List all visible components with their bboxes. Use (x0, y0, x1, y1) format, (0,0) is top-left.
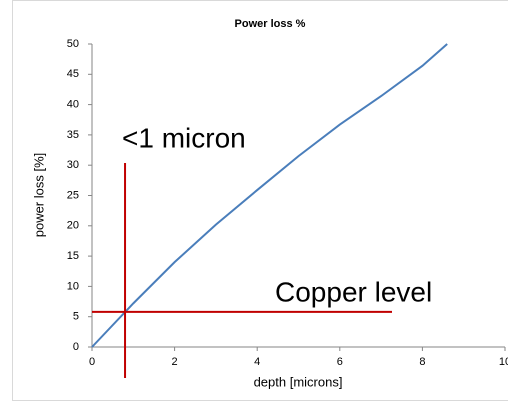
y-tick-label: 5 (73, 311, 79, 323)
chart-border (12, 0, 508, 401)
x-axis-label: depth [microns] (254, 374, 343, 389)
y-tick-label: 15 (67, 250, 79, 262)
y-tick-label: 0 (73, 341, 79, 353)
data-line (91, 43, 448, 348)
y-tick-label: 40 (67, 99, 79, 111)
x-tick-label: 2 (172, 356, 178, 368)
x-tick-label: 4 (254, 356, 260, 368)
y-tick-label: 10 (67, 280, 79, 292)
x-tick-label: 8 (419, 356, 425, 368)
y-tick-label: 45 (67, 68, 79, 80)
annotation: <1 micron (122, 122, 246, 153)
x-tick-label: 10 (499, 356, 508, 368)
y-tick-label: 35 (67, 129, 79, 141)
y-tick-label: 30 (67, 159, 79, 171)
annotation: Copper level (275, 276, 432, 307)
y-tick-label: 50 (67, 38, 79, 50)
x-tick-label: 6 (337, 356, 343, 368)
x-tick-label: 0 (89, 356, 95, 368)
y-tick-label: 20 (67, 220, 79, 232)
y-tick-label: 25 (67, 189, 79, 201)
chart-title: Power loss % (235, 18, 306, 30)
y-axis-label: power loss [%] (31, 153, 46, 238)
